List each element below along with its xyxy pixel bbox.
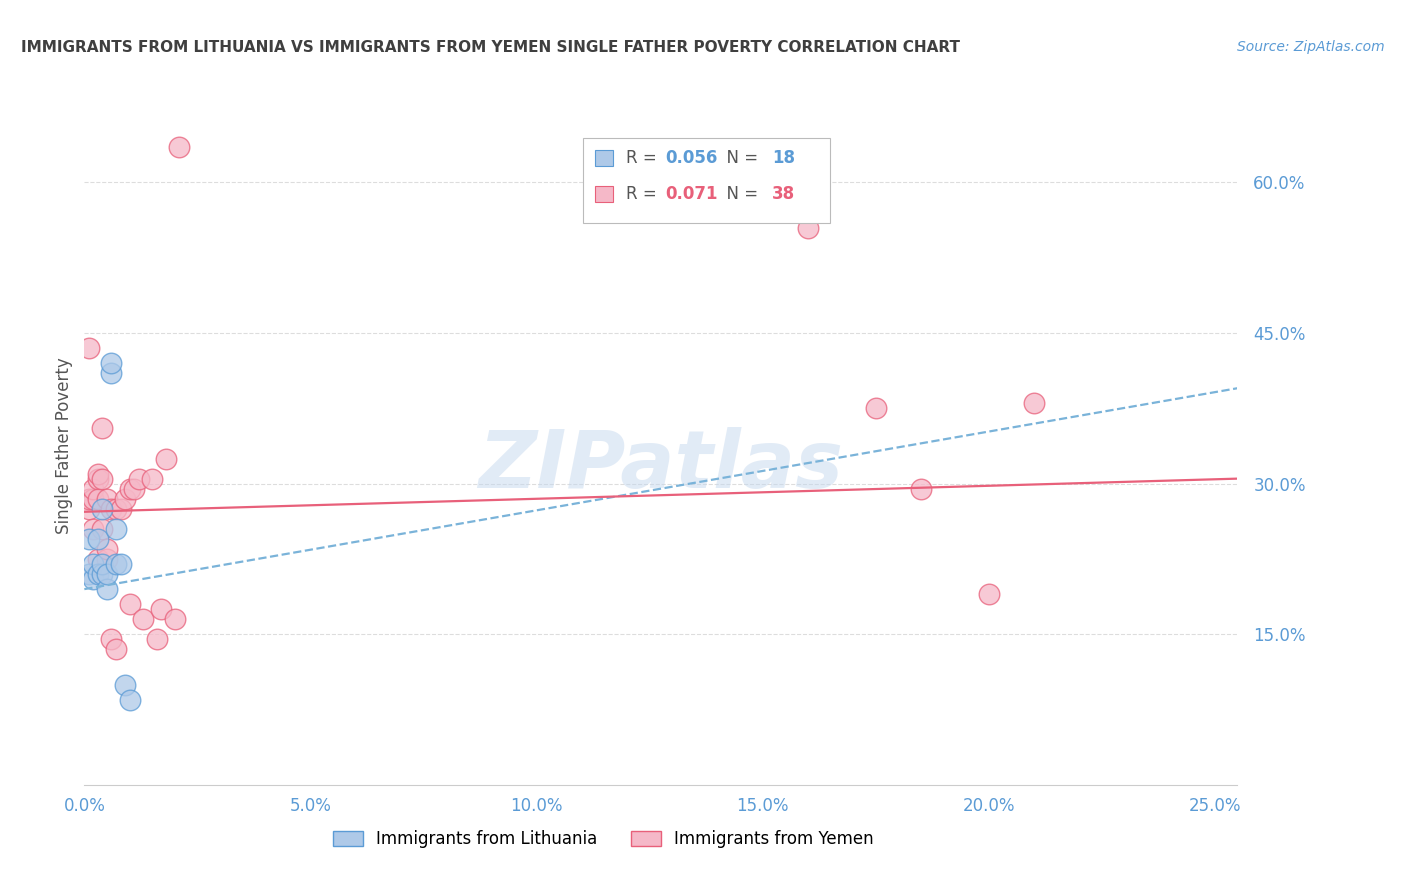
Point <box>105 557 128 571</box>
Point <box>82 572 104 586</box>
Point <box>87 552 110 566</box>
Point <box>87 467 110 481</box>
Text: N =: N = <box>716 186 763 203</box>
Point <box>87 532 110 546</box>
Point <box>865 401 887 416</box>
Point <box>91 557 114 571</box>
Text: 38: 38 <box>772 186 794 203</box>
Text: IMMIGRANTS FROM LITHUANIA VS IMMIGRANTS FROM YEMEN SINGLE FATHER POVERTY CORRELA: IMMIGRANTS FROM LITHUANIA VS IMMIGRANTS … <box>21 40 960 55</box>
Point <box>91 421 114 435</box>
Text: 0.071: 0.071 <box>665 186 717 203</box>
Point <box>77 532 100 546</box>
Point <box>77 341 100 355</box>
Point <box>118 597 141 611</box>
Point <box>87 567 110 582</box>
Point <box>169 140 191 154</box>
Point <box>118 692 141 706</box>
Point <box>91 522 114 536</box>
Text: ZIPatlas: ZIPatlas <box>478 427 844 506</box>
Point <box>118 482 141 496</box>
Point <box>87 472 110 486</box>
Point <box>82 522 104 536</box>
Point <box>145 632 167 647</box>
Legend: Immigrants from Lithuania, Immigrants from Yemen: Immigrants from Lithuania, Immigrants fr… <box>326 823 880 855</box>
Point <box>110 501 132 516</box>
Point <box>77 501 100 516</box>
Point <box>128 472 150 486</box>
Point <box>105 642 128 657</box>
Point <box>91 501 114 516</box>
Point <box>910 482 932 496</box>
Point <box>105 501 128 516</box>
Text: R =: R = <box>626 186 662 203</box>
Y-axis label: Single Father Poverty: Single Father Poverty <box>55 358 73 534</box>
Point <box>96 552 118 566</box>
Point <box>150 602 173 616</box>
Point <box>82 482 104 496</box>
Point <box>77 567 100 582</box>
Point <box>82 491 104 506</box>
Point <box>122 482 145 496</box>
Point <box>100 356 122 370</box>
Text: N =: N = <box>716 149 763 167</box>
Point <box>96 491 118 506</box>
Point <box>114 491 136 506</box>
Point <box>100 366 122 380</box>
Point <box>1022 396 1045 410</box>
Text: R =: R = <box>626 149 662 167</box>
Text: 18: 18 <box>772 149 794 167</box>
Point <box>155 451 177 466</box>
Point <box>132 612 155 626</box>
Text: 0.056: 0.056 <box>665 149 717 167</box>
Point <box>87 491 110 506</box>
Point <box>96 582 118 596</box>
Point <box>110 557 132 571</box>
Point <box>91 472 114 486</box>
Point <box>797 220 820 235</box>
Point <box>105 522 128 536</box>
Point <box>977 587 1000 601</box>
Point <box>141 472 163 486</box>
Point <box>96 567 118 582</box>
Text: Source: ZipAtlas.com: Source: ZipAtlas.com <box>1237 40 1385 54</box>
Point <box>96 541 118 556</box>
Point <box>82 557 104 571</box>
Point <box>114 677 136 691</box>
Point <box>100 632 122 647</box>
Point <box>91 567 114 582</box>
Point <box>77 491 100 506</box>
Point <box>100 501 122 516</box>
Point <box>163 612 186 626</box>
